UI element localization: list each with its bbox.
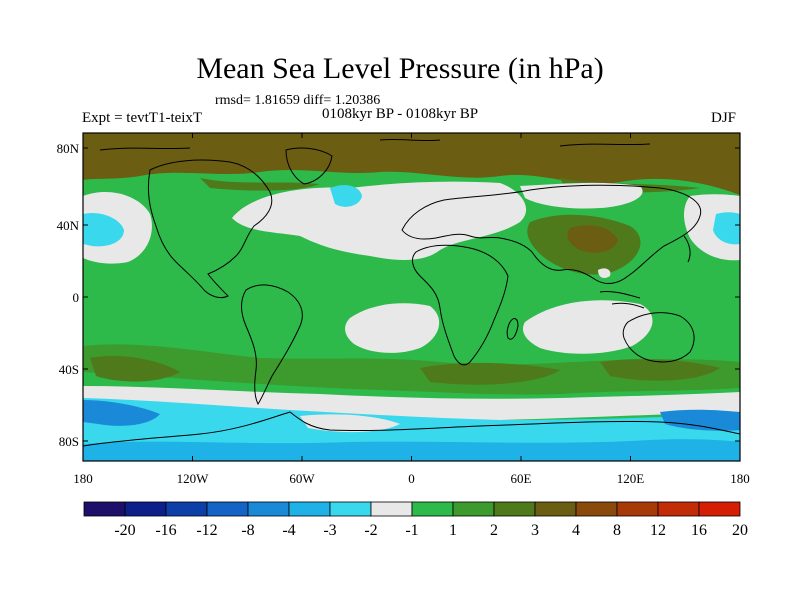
field-north-band [83,133,740,195]
period-label: 0108kyr BP - 0108kyr BP [322,106,479,122]
lon-label: 180 [73,471,93,486]
field-grey-south-atlantic [345,303,440,353]
colorbar-swatch [616,501,659,517]
field-blue-antarctic-west [83,400,160,426]
lon-label: 120W [177,471,210,486]
colorbar-swatch [247,501,290,517]
colorbar-label: -4 [282,522,295,539]
lon-ticks: 180 120W 60W 0 60E 120E 180 [73,133,750,486]
lat-label: 80N [57,141,80,156]
colorbar: -20 -16 -12 -8 -4 -3 -2 -1 1 2 3 4 8 12 16 20 [83,501,748,539]
colorbar-swatch [411,501,454,517]
colorbar-label: 20 [732,522,748,539]
coast-indonesia [599,291,645,309]
colorbar-label: -3 [323,522,336,539]
field-grey-weddell [300,414,400,433]
field-grey-north-atlantic [232,181,527,260]
field-north-patch [200,178,320,191]
page-title: Mean Sea Level Pressure (in hPa) [196,52,604,85]
field-south-band [83,344,740,395]
coast-greenland [285,147,333,185]
lat-ticks: 80N 40N 0 40S 80S [57,141,740,449]
coast-australia [622,312,695,363]
lon-label: 120E [617,471,645,486]
coast-madagascar [506,318,519,340]
colorbar-swatch [493,501,536,517]
field-grey-siberia [520,182,643,209]
coast-africa [412,244,509,366]
field-south-patch-indian [420,362,560,385]
colorbar-swatch [575,501,618,517]
coast-japan [683,235,691,263]
coast-antarctica [83,411,740,447]
colorbar-swatch [657,501,700,517]
colorbar-swatch [206,501,249,517]
colorbar-label: 8 [613,522,621,539]
field-cyan-north-pacific [83,212,124,247]
field-grey-indian-ocean [522,300,653,354]
colorbar-label: -16 [155,522,176,539]
colorbar-swatch [370,501,413,517]
stats-label: rmsd= 1.81659 diff= 1.20386 [215,93,381,108]
colorbar-label: 3 [531,522,539,539]
colorbar-swatch [165,501,208,517]
colorbar-swatch [698,501,741,517]
coast-south-america [241,284,303,405]
coastlines [83,138,740,447]
colorbar-label: -1 [405,522,418,539]
field-cyan-north-pacific-east [713,212,740,245]
lat-label: 80S [59,434,79,449]
coast-north-america [147,159,273,299]
season-label: DJF [711,110,737,126]
field-blue-antarctic-east [660,409,740,431]
colorbar-swatch [124,501,167,517]
experiment-label: Expt = tevtT1-teixT [82,110,203,126]
field-south-patch-east [600,359,720,381]
colorbar-label: -8 [241,522,254,539]
colorbar-swatch [534,501,577,517]
field-south-patch-pacific [90,355,180,382]
coast-eurasia [401,184,702,284]
colorbar-label: 16 [691,522,707,539]
colorbar-swatch [329,501,372,517]
lon-label: 180 [730,471,750,486]
field-cyan-patch [330,185,362,207]
lat-label: 0 [73,290,80,305]
colorbar-swatch [452,501,495,517]
colorbar-label: -2 [364,522,377,539]
field-grey-north-pacific-east [684,194,740,261]
coast-arctic [99,138,651,151]
colorbar-label: 4 [572,522,580,539]
lon-label: 60W [289,471,315,486]
pressure-field [83,133,740,461]
colorbar-label: 1 [449,522,457,539]
field-asia-core [567,225,618,253]
lat-label: 40S [59,362,79,377]
colorbar-label: -12 [196,522,217,539]
lon-label: 0 [408,471,415,486]
colorbar-label: -20 [114,522,135,539]
colorbar-label: 12 [650,522,666,539]
colorbar-swatch [83,501,126,517]
lat-label: 40N [57,218,80,233]
field-grey-bay [598,268,611,278]
colorbar-swatch [288,501,331,517]
lon-label: 60E [511,471,532,486]
field-blue-south-edge [83,439,740,461]
colorbar-label: 2 [490,522,498,539]
